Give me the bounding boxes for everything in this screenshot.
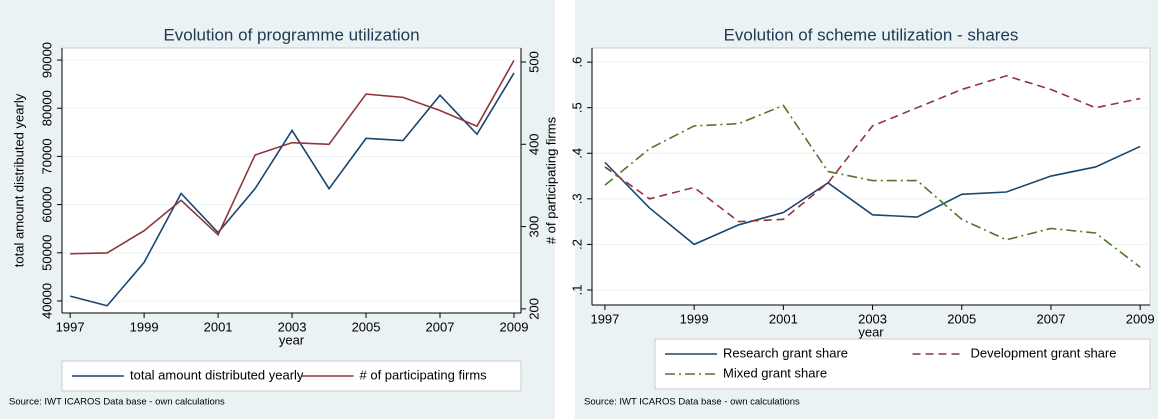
- x-tick-label: 2005: [352, 319, 381, 334]
- y-tick-label: .3: [569, 193, 584, 204]
- legend-box: [61, 360, 522, 392]
- source-note: Source: IWT ICAROS Data base - own calcu…: [9, 397, 225, 408]
- legend-label: total amount distributed yearly: [130, 367, 304, 382]
- y-axis-title: total amount distributed yearly: [11, 93, 26, 267]
- line-series: [70, 59, 515, 255]
- y-tick-label: .4: [569, 148, 584, 159]
- y-tick-label: 40000: [39, 283, 54, 319]
- y2-tick-label: 200: [526, 298, 541, 320]
- y-tick-label: 50000: [39, 235, 54, 271]
- legend-box: [654, 338, 1151, 390]
- y2-tick-label: 500: [526, 51, 541, 73]
- line-series: [604, 145, 1141, 246]
- y-tick-label: 70000: [39, 138, 54, 174]
- x-tick-label: 2003: [858, 311, 887, 326]
- x-tick-label: 1999: [680, 311, 709, 326]
- line-series: [69, 72, 515, 307]
- y-tick-label: .1: [569, 285, 584, 296]
- plot-area: [61, 47, 522, 314]
- y-tick-label: 80000: [39, 90, 54, 126]
- x-tick-label: 2001: [204, 319, 233, 334]
- x-tick-label: 2009: [1126, 311, 1155, 326]
- y-tick-label: 60000: [39, 187, 54, 223]
- plot-area: [591, 47, 1151, 306]
- line-series: [604, 74, 1141, 223]
- x-tick-label: 2009: [500, 319, 529, 334]
- y-tick-label: 90000: [39, 42, 54, 78]
- x-tick-label: 2005: [947, 311, 976, 326]
- x-tick-label: 1999: [130, 319, 159, 334]
- y-tick-label: .5: [569, 102, 584, 113]
- legend-label: Research grant share: [723, 345, 848, 360]
- legend-label: # of participating firms: [360, 367, 488, 382]
- x-tick-label: 2001: [769, 311, 798, 326]
- chart-title: Evolution of scheme utilization - shares: [724, 25, 1019, 44]
- source-note: Source: IWT ICAROS Data base - own calcu…: [584, 397, 800, 408]
- y-tick-label: .2: [569, 239, 584, 250]
- legend-label: Development grant share: [971, 345, 1117, 360]
- y-tick-label: .6: [569, 57, 584, 68]
- x-tick-label: 2007: [1037, 311, 1066, 326]
- legend-label: Mixed grant share: [723, 365, 827, 380]
- y2-tick-label: 400: [526, 133, 541, 155]
- x-tick-label: 2003: [278, 319, 307, 334]
- y2-tick-label: 300: [526, 216, 541, 238]
- line-series: [604, 104, 1141, 268]
- y2-axis-title: # of participating firms: [543, 116, 558, 244]
- chart-title: Evolution of programme utilization: [163, 25, 419, 44]
- x-tick-label: 1997: [56, 319, 85, 334]
- x-axis-title: year: [279, 332, 305, 347]
- x-axis-title: year: [858, 324, 884, 339]
- x-tick-label: 1997: [590, 311, 619, 326]
- x-tick-label: 2007: [426, 319, 455, 334]
